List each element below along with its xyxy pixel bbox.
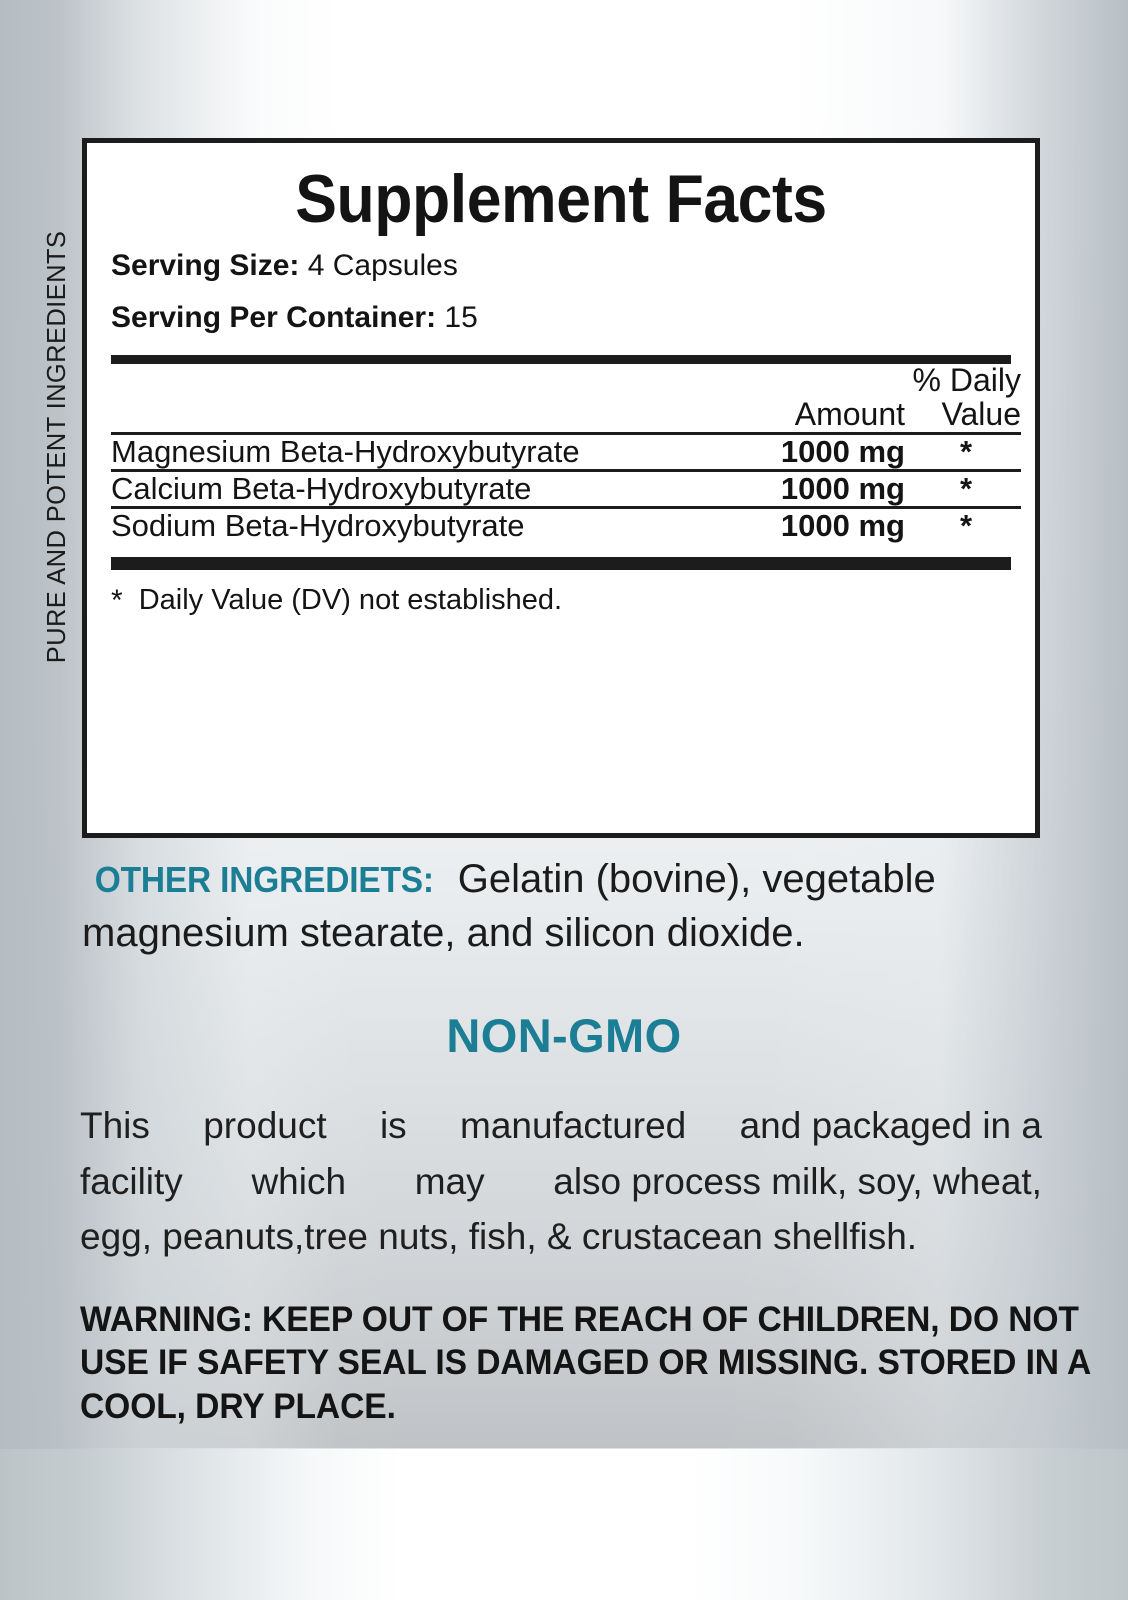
- non-gmo-badge: NON-GMO: [446, 1009, 682, 1062]
- nutrient-amount: 1000 mg: [780, 434, 905, 469]
- row-rule: [111, 506, 1021, 510]
- warning-line-2: USE IF SAFETY SEAL IS DAMAGED OR MISSING…: [80, 1343, 1092, 1383]
- serving-per-container-value: 15: [444, 301, 478, 335]
- supplement-facts-inner: Supplement Facts Serving Size: 4 Capsule…: [87, 165, 1035, 855]
- nutrient-amount: 1000 mg: [780, 508, 905, 544]
- serving-per-container-label: Serving Per Container:: [111, 301, 437, 335]
- table-row: Sodium Beta-Hydroxybutyrate 1000 mg *: [111, 509, 1021, 543]
- table-row: Magnesium Beta-Hydroxybutyrate 1000 mg *: [111, 434, 1021, 469]
- facility-note-line-2: facility which may also process milk, so…: [80, 1154, 1042, 1210]
- row-separator: [111, 506, 1021, 510]
- nutrient-name: Magnesium Beta-Hydroxybutyrate: [111, 434, 580, 469]
- header-nutrient: [111, 364, 711, 432]
- facility-note-word: facility: [80, 1160, 183, 1202]
- warning-line-1: WARNING: KEEP OUT OF THE REACH OF CHILDR…: [80, 1300, 1079, 1339]
- nutrient-name: Calcium Beta-Hydroxybutyrate: [111, 471, 532, 507]
- other-ingredients-label: OTHER INGREDIETS:: [94, 859, 434, 900]
- facility-note-line-1: This product is manufactured and package…: [80, 1098, 1042, 1154]
- bottom-gradient-band: [0, 1449, 1128, 1600]
- table-row: Calcium Beta-Hydroxybutyrate 1000 mg *: [111, 471, 1021, 507]
- nutrient-amount: 1000 mg: [780, 471, 905, 507]
- serving-size-line: Serving Size: 4 Capsules: [111, 247, 1011, 285]
- vertical-side-text: PURE AND POTENT INGREDIENTS: [42, 230, 71, 664]
- supplement-facts-title: Supplement Facts: [295, 161, 827, 237]
- header-daily-value: % Daily Value: [911, 362, 1021, 433]
- facility-note-word: may: [414, 1160, 485, 1202]
- nutrient-daily-value: *: [959, 471, 973, 507]
- table-top-rule: [111, 355, 1011, 365]
- row-rule: [111, 469, 1021, 473]
- facility-note-word: This: [80, 1105, 150, 1146]
- daily-value-footnote: * Daily Value (DV) not established.: [111, 584, 1011, 617]
- other-ingredients-text: Gelatin (bovine), vegetable magnesium st…: [82, 857, 936, 956]
- header-daily-value-line1: % Daily: [912, 362, 1021, 399]
- facility-note-word: is: [379, 1105, 407, 1146]
- serving-size-label: Serving Size:: [111, 249, 300, 282]
- serving-per-container-line: Serving Per Container: 15: [111, 299, 1011, 337]
- facility-note-word: also process milk, soy, wheat,: [553, 1160, 1042, 1202]
- facility-note-line-3: egg, peanuts,tree nuts, fish, & crustace…: [80, 1216, 918, 1257]
- facility-note-word: manufactured: [460, 1105, 687, 1146]
- facility-note-word: and packaged in a: [739, 1105, 1042, 1146]
- other-ingredients-section: OTHER INGREDIETS: Gelatin (bovine), vege…: [82, 852, 1042, 961]
- facility-allergen-note: This product is manufactured and package…: [80, 1098, 1042, 1265]
- header-amount: Amount: [794, 396, 905, 433]
- facility-note-word: product: [203, 1105, 327, 1146]
- facility-note-word: which: [251, 1160, 347, 1202]
- header-bottom-rule-row: [111, 432, 1021, 435]
- row-separator: [111, 469, 1021, 473]
- table-header-row: Amount % Daily Value: [111, 362, 1021, 433]
- serving-size-value: 4 Capsules: [307, 249, 458, 282]
- warning-block: WARNING: KEEP OUT OF THE REACH OF CHILDR…: [80, 1298, 1092, 1428]
- nutrient-daily-value: *: [959, 508, 973, 544]
- footnote-text: Daily Value (DV) not established.: [138, 584, 563, 617]
- header-daily-value-line2: Value: [941, 396, 1021, 433]
- supplement-facts-panel: Supplement Facts Serving Size: 4 Capsule…: [82, 138, 1040, 838]
- footnote-asterisk: *: [111, 584, 123, 618]
- nutrient-daily-value: *: [959, 434, 973, 469]
- supplement-facts-table: Amount % Daily Value Magnesium Beta-Hydr…: [111, 362, 1021, 543]
- warning-line-3: COOL, DRY PLACE.: [80, 1386, 396, 1426]
- nutrient-name: Sodium Beta-Hydroxybutyrate: [111, 508, 525, 544]
- header-bottom-rule: [111, 432, 1021, 435]
- table-bottom-rule: [111, 557, 1011, 571]
